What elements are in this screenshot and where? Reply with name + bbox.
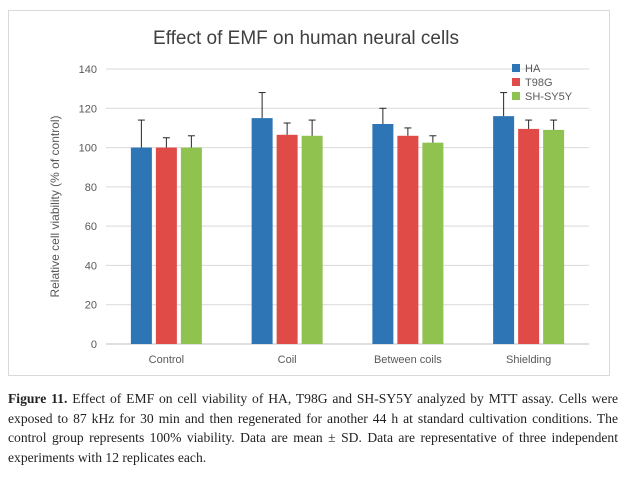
y-tick-label: 80 (85, 182, 97, 194)
y-tick-label: 0 (91, 339, 97, 351)
figure-caption: Figure 11. Effect of EMF on cell viabili… (8, 389, 618, 467)
legend-label: HA (525, 63, 541, 75)
bar-t98g (276, 134, 298, 344)
bar-ha (130, 147, 152, 344)
legend-swatch-t98g (512, 78, 520, 86)
chart-frame: Effect of EMF on human neural cells Rela… (8, 10, 610, 376)
legend-swatch-ha (512, 64, 520, 72)
error-bars (137, 92, 558, 148)
bars (130, 116, 565, 345)
bar-ha (372, 124, 394, 344)
y-tick-label: 140 (79, 64, 97, 76)
legend-label: SH-SY5Y (525, 91, 573, 103)
x-tick-label: Between coils (374, 354, 442, 366)
bar-t98g (518, 128, 540, 344)
bar-sh-sy5y (180, 147, 202, 344)
y-tick-label: 20 (85, 300, 97, 312)
x-tick-label: Shielding (506, 354, 551, 366)
legend-swatch-sh-sy5y (512, 92, 520, 100)
y-axis-title: Relative cell viability (% of control) (48, 115, 62, 297)
legend-label: T98G (525, 77, 553, 89)
bar-t98g (397, 135, 419, 344)
bar-ha (251, 118, 273, 344)
chart-title: Effect of EMF on human neural cells (153, 28, 459, 49)
y-tick-label: 60 (85, 221, 97, 233)
bar-t98g (155, 147, 177, 344)
figure-label: Figure 11. (8, 391, 68, 406)
legend: HA T98G SH-SY5Y (512, 63, 573, 103)
y-tick-label: 100 (79, 143, 97, 155)
bar-sh-sy5y (301, 135, 323, 344)
caption-text: Effect of EMF on cell viability of HA, T… (8, 391, 619, 465)
y-tick-label: 120 (79, 103, 97, 115)
y-tick-label: 40 (85, 260, 97, 272)
x-tick-label: Control (149, 354, 184, 366)
bar-sh-sy5y (543, 129, 565, 344)
bar-ha (493, 116, 515, 345)
tick-labels: 0 20 40 60 80 100 120 140 Control Coil Between coi… (79, 64, 552, 366)
bar-sh-sy5y (422, 142, 444, 344)
bar-chart: Effect of EMF on human neural cells Rela… (48, 28, 589, 366)
x-tick-label: Coil (278, 354, 297, 366)
gridlines (106, 68, 589, 345)
